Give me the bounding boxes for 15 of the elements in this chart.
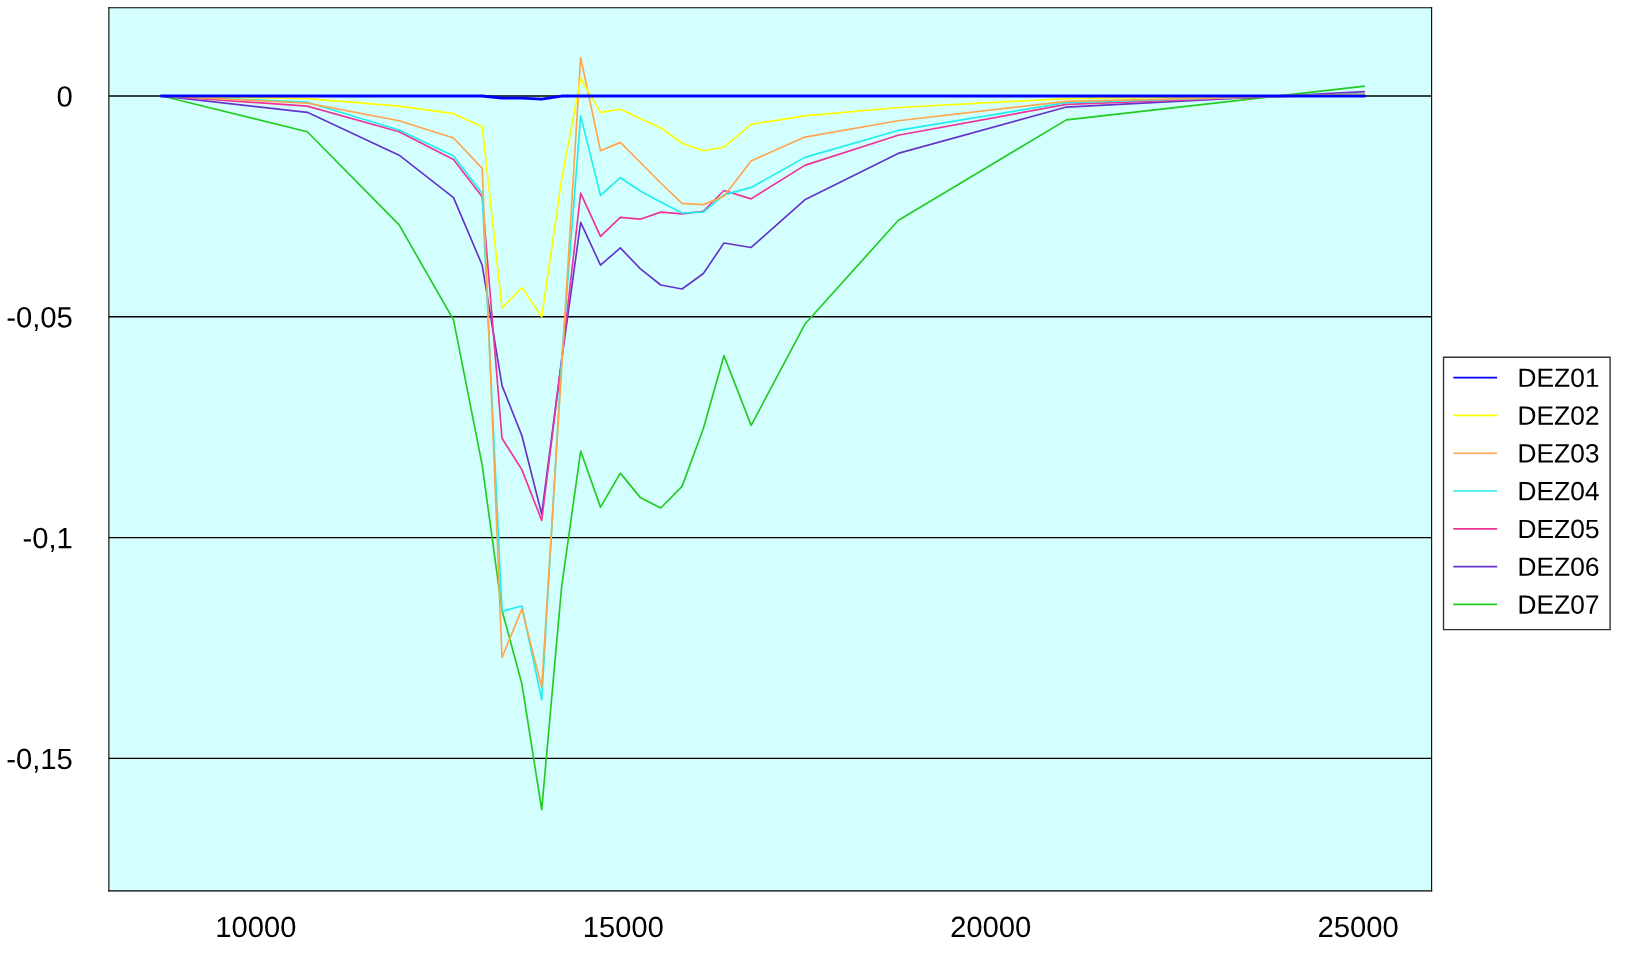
x-tick-label: 25000 [1319, 916, 1398, 938]
y-tick-label: -0,05 [7, 307, 72, 332]
legend-label: DEZ06 [1519, 557, 1599, 577]
legend-label: DEZ04 [1519, 481, 1599, 501]
y-tick-label: -0,1 [23, 527, 72, 552]
legend-label: DEZ05 [1519, 519, 1599, 539]
legend-label: DEZ03 [1519, 444, 1599, 463]
y-tick-label: 0 [57, 86, 72, 107]
x-tick-label: 20000 [951, 916, 1031, 938]
x-tick-label: 15000 [584, 916, 663, 938]
legend-label: DEZ07 [1519, 595, 1599, 614]
x-tick-label: 10000 [217, 916, 296, 938]
legend-label: DEZ02 [1519, 406, 1599, 425]
y-tick-label: -0,15 [7, 748, 72, 773]
legend-label: DEZ01 [1519, 368, 1599, 388]
